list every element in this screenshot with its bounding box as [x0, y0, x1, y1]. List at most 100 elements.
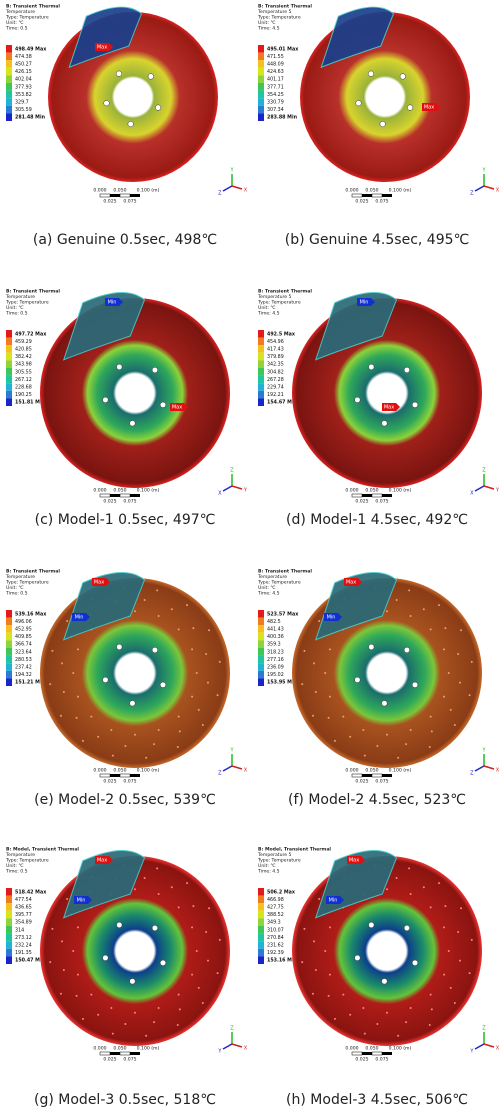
scale-label: 0.050 [365, 1046, 378, 1052]
scale-bar [351, 493, 363, 498]
drill-hole [97, 1013, 100, 1016]
tag-max [95, 856, 113, 864]
legend-label: 192.39 [267, 950, 284, 956]
bolt-hole [368, 643, 375, 651]
drill-hole [76, 695, 79, 698]
bolt-hole [411, 681, 419, 688]
drill-hole [66, 897, 69, 900]
scale-label: 0.075 [123, 779, 136, 785]
scale-label: 0.000 [93, 1046, 106, 1052]
scale-bar [99, 193, 111, 198]
legend-swatch [6, 933, 12, 942]
legend-swatch [258, 375, 264, 384]
drill-hole [90, 715, 93, 718]
axis-label: Z [218, 770, 222, 776]
legend-swatch [6, 52, 12, 61]
drill-hole [51, 649, 54, 652]
scale-bar [99, 773, 111, 778]
header-line: Temperature [5, 294, 35, 300]
tag-min-label: Min [329, 898, 338, 904]
drill-hole [328, 648, 331, 651]
drill-hole [75, 716, 78, 719]
legend-swatch [6, 926, 12, 934]
scale-label: 0.100 (m) [389, 488, 412, 494]
bolt-hole [368, 921, 375, 929]
rotor-disc [300, 12, 470, 182]
header-line: Time: 0.5 [5, 26, 28, 32]
tag-max-label: Max [424, 105, 434, 111]
legend-swatch [6, 330, 12, 338]
tag-min [324, 613, 342, 621]
legend-swatch [258, 610, 264, 618]
scale-bar [119, 1051, 131, 1056]
drill-hole [470, 660, 473, 663]
header-line: Unit: ℃ [6, 305, 24, 311]
tag-max-label: Max [384, 405, 394, 411]
legend-label: 323.64 [15, 649, 32, 655]
scale-label: 0.025 [355, 199, 368, 205]
scale-bar [99, 493, 111, 498]
legend-label: 151.21 Min [15, 680, 46, 686]
header-line: Type: Temperature [257, 580, 301, 586]
legend-swatch [6, 632, 12, 641]
drill-hole [178, 730, 181, 733]
bolt-hole [129, 978, 136, 985]
drill-hole [303, 649, 306, 652]
bolt-hole [102, 954, 109, 961]
drill-hole [177, 628, 180, 631]
bolt-hole [155, 104, 162, 111]
axis-label: X [244, 768, 248, 774]
legend-label: 343.98 [15, 362, 32, 368]
drill-hole [218, 938, 221, 941]
legend-label: 153.16 Min [267, 958, 298, 964]
drill-hole [156, 589, 159, 592]
scale-label: 0.050 [365, 188, 378, 194]
rotor-disc [292, 856, 482, 1046]
legend-label: 154.67 Min [267, 400, 298, 406]
header-line: Temperature 5 [257, 294, 292, 300]
drill-hole [177, 993, 180, 996]
header-line: Type: Temperature [257, 858, 301, 864]
drill-hole [216, 694, 219, 697]
legend-label: 342.35 [267, 362, 284, 368]
legend-swatch [6, 910, 12, 919]
scale-label: 0.025 [355, 1057, 368, 1063]
header-title: B: Transient Thermal [6, 4, 60, 10]
legend-label: 194.32 [15, 672, 32, 678]
drill-hole [449, 708, 452, 711]
bolt-hole [116, 921, 123, 929]
drill-hole [206, 959, 209, 962]
legend-swatch [258, 83, 264, 91]
legend-label: 474.38 [15, 54, 32, 60]
drill-hole [409, 614, 412, 617]
legend-label: 417.43 [267, 347, 284, 353]
legend-swatch [258, 918, 264, 926]
header-line: Unit: ℃ [6, 20, 24, 26]
bolt-hole [129, 420, 136, 427]
bolt-hole [403, 924, 410, 932]
drill-hole [458, 959, 461, 962]
legend-label: 409.85 [15, 634, 32, 640]
drill-hole [49, 683, 52, 686]
legend-label: 280.53 [15, 657, 32, 663]
legend-label: 400.36 [267, 634, 284, 640]
scale-label: 0.100 (m) [137, 768, 160, 774]
tag-min-label: Min [75, 615, 84, 621]
axis-label: X [496, 1046, 500, 1052]
axis-label: Z [470, 190, 474, 196]
header-line: Type: Temperature [5, 300, 49, 306]
drill-hole [186, 882, 189, 885]
tag-max [344, 578, 362, 586]
axis-arrow [483, 485, 495, 490]
drill-hole [218, 660, 221, 663]
scale-label: 0.075 [375, 499, 388, 505]
drill-hole [157, 1007, 160, 1010]
tag-min-label: Min [327, 615, 336, 621]
drill-hole [386, 610, 388, 613]
drill-hole [191, 695, 194, 698]
scale-label: 0.100 (m) [137, 1046, 160, 1052]
header-line: Time: 4.5 [257, 869, 280, 875]
axis-label: X [244, 1046, 248, 1052]
